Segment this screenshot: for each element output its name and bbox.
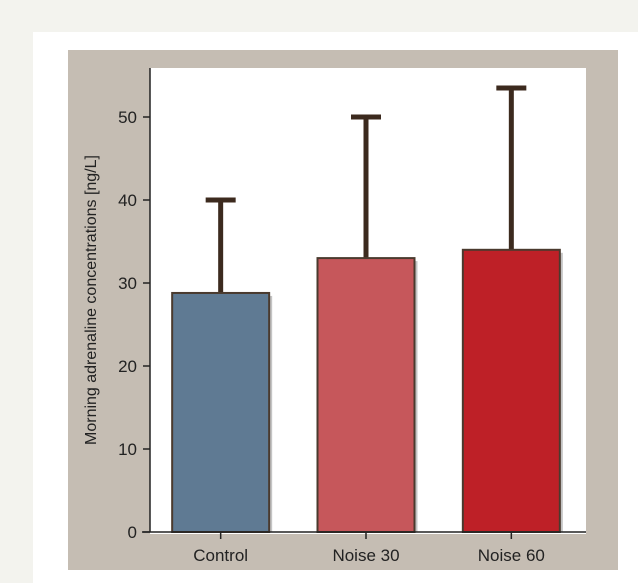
bar (171, 291, 271, 533)
y-tick-label: 50 (118, 108, 137, 127)
y-tick-label: 0 (128, 523, 137, 542)
x-tick-label: Noise 60 (478, 546, 545, 565)
bar (461, 248, 561, 534)
x-tick-label: Control (193, 546, 248, 565)
bars (171, 248, 563, 534)
y-tick-label: 40 (118, 191, 137, 210)
y-axis-title: Morning adrenaline concentrations [ng/L] (83, 155, 100, 445)
x-tick-label: Noise 30 (332, 546, 399, 565)
error-bars (205, 85, 527, 293)
y-tick-label: 10 (118, 440, 137, 459)
y-tick-label: 30 (118, 274, 137, 293)
y-axis-ticks: 0 10 20 30 40 50 (118, 108, 150, 542)
y-tick-label: 20 (118, 357, 137, 376)
x-axis-ticks: Control Noise 30 Noise 60 (193, 532, 545, 565)
bar (316, 257, 416, 533)
